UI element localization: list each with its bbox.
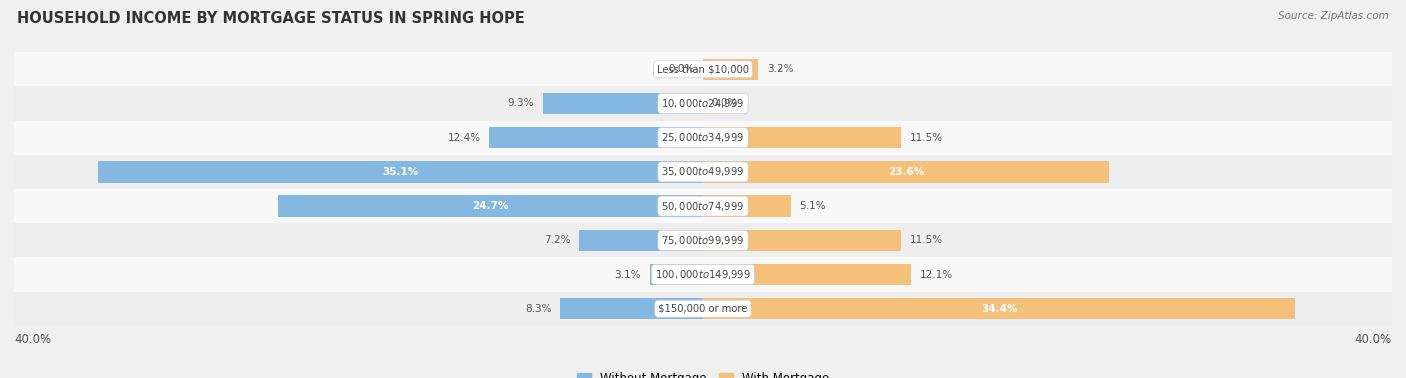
Text: 12.4%: 12.4% (447, 133, 481, 143)
Bar (703, 298, 1295, 319)
Bar (543, 93, 703, 114)
Text: 35.1%: 35.1% (382, 167, 419, 177)
Text: 40.0%: 40.0% (14, 333, 51, 346)
Bar (14, 52, 1392, 87)
Bar (703, 230, 901, 251)
Text: 0.0%: 0.0% (711, 99, 738, 108)
Bar (703, 127, 901, 148)
Text: 23.6%: 23.6% (889, 167, 924, 177)
Bar (14, 87, 1392, 121)
Text: $35,000 to $49,999: $35,000 to $49,999 (661, 166, 745, 178)
Text: 9.3%: 9.3% (508, 99, 534, 108)
Text: 11.5%: 11.5% (910, 133, 943, 143)
Bar (703, 161, 1109, 183)
Bar (14, 121, 1392, 155)
Text: 24.7%: 24.7% (472, 201, 509, 211)
Bar (489, 127, 703, 148)
Text: 7.2%: 7.2% (544, 235, 571, 245)
Text: $25,000 to $34,999: $25,000 to $34,999 (661, 131, 745, 144)
Bar (650, 264, 703, 285)
Legend: Without Mortgage, With Mortgage: Without Mortgage, With Mortgage (572, 367, 834, 378)
Text: 11.5%: 11.5% (910, 235, 943, 245)
Bar (14, 223, 1392, 257)
Text: $150,000 or more: $150,000 or more (658, 304, 748, 314)
Bar (98, 161, 703, 183)
Text: 3.1%: 3.1% (614, 270, 641, 279)
Bar (703, 264, 911, 285)
Bar (703, 59, 758, 80)
Text: Less than $10,000: Less than $10,000 (657, 64, 749, 74)
Text: 12.1%: 12.1% (920, 270, 953, 279)
Text: 8.3%: 8.3% (524, 304, 551, 314)
Bar (579, 230, 703, 251)
Bar (560, 298, 703, 319)
Bar (703, 195, 790, 217)
Text: $10,000 to $24,999: $10,000 to $24,999 (661, 97, 745, 110)
Text: HOUSEHOLD INCOME BY MORTGAGE STATUS IN SPRING HOPE: HOUSEHOLD INCOME BY MORTGAGE STATUS IN S… (17, 11, 524, 26)
Text: Source: ZipAtlas.com: Source: ZipAtlas.com (1278, 11, 1389, 21)
Bar (14, 291, 1392, 326)
Bar (14, 257, 1392, 291)
Text: $75,000 to $99,999: $75,000 to $99,999 (661, 234, 745, 247)
Bar (14, 189, 1392, 223)
Text: 3.2%: 3.2% (766, 64, 793, 74)
Text: 34.4%: 34.4% (981, 304, 1018, 314)
Text: 5.1%: 5.1% (800, 201, 825, 211)
Text: $50,000 to $74,999: $50,000 to $74,999 (661, 200, 745, 212)
Bar (277, 195, 703, 217)
Text: 40.0%: 40.0% (1355, 333, 1392, 346)
Text: $100,000 to $149,999: $100,000 to $149,999 (655, 268, 751, 281)
Bar (14, 155, 1392, 189)
Text: 0.0%: 0.0% (668, 64, 695, 74)
